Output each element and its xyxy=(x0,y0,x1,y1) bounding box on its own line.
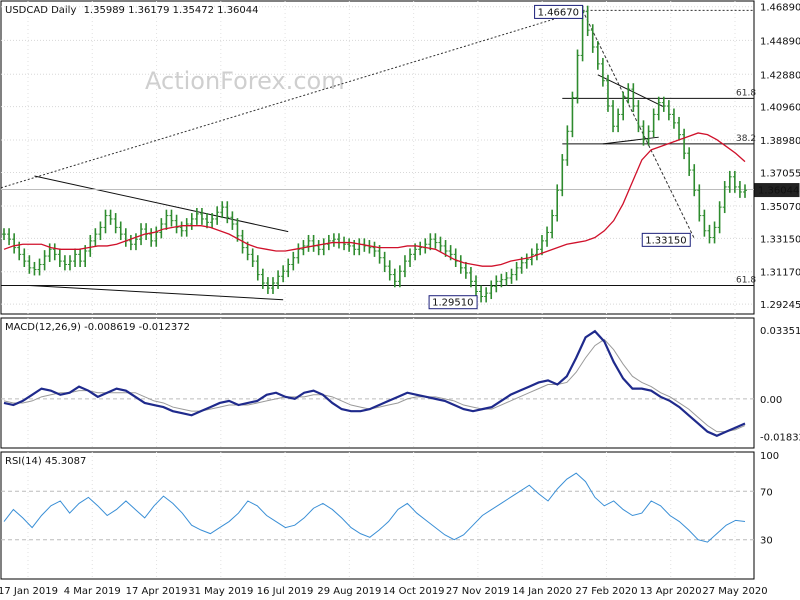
rsi-panel: RSI(14) 45.3087 xyxy=(0,451,755,580)
rsi-line xyxy=(3,472,746,543)
price-y-tick: 1.42880 xyxy=(760,70,800,81)
macd-y-tick: -0.018324 xyxy=(760,432,800,443)
x-tick-label: 17 Apr 2019 xyxy=(126,586,188,597)
y-axis-labels: 1.46890 1.44890 1.42880 1.40960 1.38980 1.370… xyxy=(754,3,800,547)
x-tick-label: 14 Jan 2020 xyxy=(512,586,572,597)
low-label: 1.29510 xyxy=(432,298,473,309)
x-tick-label: 31 May 2019 xyxy=(188,586,253,597)
last-price-tag xyxy=(754,183,800,198)
triangle-lower-line xyxy=(29,285,284,301)
fib-label: 61.8 xyxy=(736,88,756,98)
pullback-low-label: 1.33150 xyxy=(645,235,686,246)
x-tick-label: 4 Mar 2019 xyxy=(64,586,121,597)
rsi-y-tick: 100 xyxy=(760,451,779,462)
price-y-tick: 1.38980 xyxy=(760,136,800,147)
price-y-tick: 1.33150 xyxy=(760,234,800,245)
price-y-tick: 1.40960 xyxy=(760,103,800,114)
x-tick-label: 17 Jan 2019 xyxy=(0,586,58,597)
x-tick-label: 27 Feb 2020 xyxy=(575,586,637,597)
x-tick-label: 27 Nov 2019 xyxy=(446,586,510,597)
price-y-tick: 1.37055 xyxy=(760,169,800,180)
price-y-tick: 1.29245 xyxy=(760,300,800,311)
x-tick-label: 27 May 2020 xyxy=(702,586,767,597)
macd-panel: MACD(12,26,9) -0.008619 -0.012372 xyxy=(0,317,755,449)
fib-label: 38.2 xyxy=(736,134,756,144)
price-title: USDCAD Daily xyxy=(5,5,76,16)
moving-average-line xyxy=(3,132,746,267)
high-label-box xyxy=(534,4,584,19)
macd-y-tick: 0.00 xyxy=(760,395,782,406)
rsi-y-tick: 70 xyxy=(760,487,773,498)
price-y-tick: 1.31170 xyxy=(760,268,800,279)
high-label: 1.46670 xyxy=(538,7,579,18)
upper-wedge-line xyxy=(597,74,665,108)
macd-title: MACD(12,26,9) -0.008619 -0.012372 xyxy=(5,322,190,333)
price-y-tick: 1.35070 xyxy=(760,202,800,213)
x-tick-label: 16 Jul 2019 xyxy=(257,586,314,597)
x-tick-label: 14 Oct 2019 xyxy=(383,586,445,597)
price-y-tick: 1.46890 xyxy=(760,3,800,14)
triangle-upper-line xyxy=(34,175,289,233)
low-label-box xyxy=(428,295,478,310)
rsi-title: RSI(14) 45.3087 xyxy=(5,456,86,467)
watermark: ActionForex.com xyxy=(145,67,345,95)
pullback-low-label-box xyxy=(641,232,691,247)
macd-y-tick: 0.033515 xyxy=(760,326,800,337)
fib-label: 61.8 xyxy=(736,276,756,286)
macd-line xyxy=(3,329,746,437)
x-tick-label: 13 Apr 2020 xyxy=(640,586,702,597)
price-panel-title: USDCAD Daily 1.35989 1.36179 1.35472 1.3… xyxy=(5,5,259,16)
x-axis-labels: 17 Jan 2019 4 Mar 2019 17 Apr 2019 31 May 2… xyxy=(0,586,768,597)
rsi-y-tick: 30 xyxy=(760,536,773,547)
lower-wedge-line xyxy=(602,136,659,145)
dotted-trendline xyxy=(0,9,583,189)
price-panel: ActionForex.com 1.46670 1.29510 1.33150 61.… xyxy=(0,0,756,315)
x-tick-label: 29 Aug 2019 xyxy=(317,586,381,597)
ohlc-values: 1.35989 1.36179 1.35472 1.36044 xyxy=(84,5,259,16)
last-price-value: 1.36044 xyxy=(758,186,799,197)
price-y-tick: 1.44890 xyxy=(760,36,800,47)
